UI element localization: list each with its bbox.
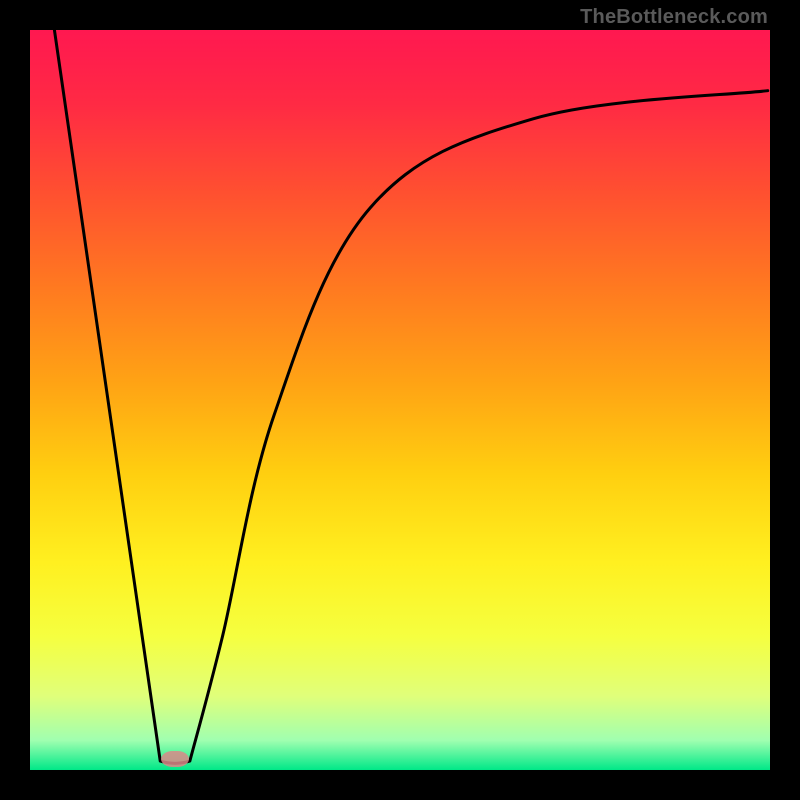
plot-svg xyxy=(30,30,770,770)
watermark-text: TheBottleneck.com xyxy=(580,6,768,29)
chart-frame: TheBottleneck.com xyxy=(0,0,800,800)
minimum-marker xyxy=(161,751,189,767)
gradient-background xyxy=(30,30,770,770)
plot-area xyxy=(30,30,770,770)
